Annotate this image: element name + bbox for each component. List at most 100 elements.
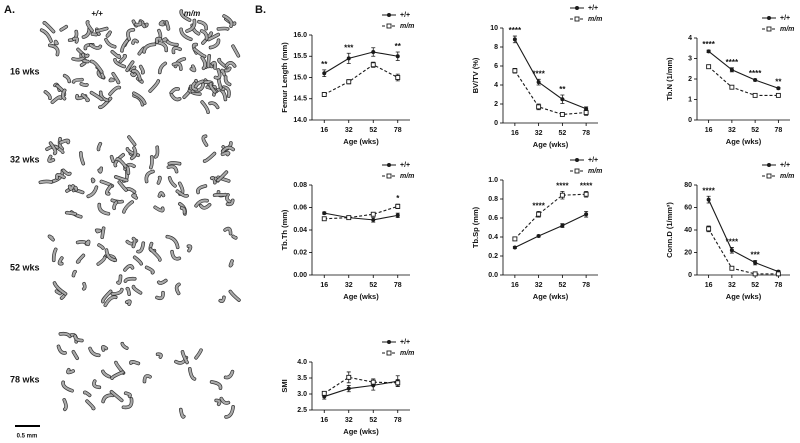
trabecula [59,139,70,144]
x-tick-label: 32 [728,282,736,289]
trabecula [104,38,116,48]
significance: **** [726,238,739,247]
x-axis-label: Age (wks) [343,137,379,146]
x-tick-label: 16 [320,417,328,424]
legend-marker [767,16,771,20]
y-tick-label: 8 [494,44,498,51]
data-point [395,203,401,209]
trabecula [99,91,109,102]
x-tick-label: 78 [582,130,590,137]
trabecula [122,200,134,213]
trabecula [88,347,100,357]
data-point [512,236,518,242]
trabecula [116,275,122,285]
trabecula [219,296,226,303]
series-line [324,380,398,398]
trabecula [201,56,207,70]
trabecula [68,184,75,191]
trabecula [179,408,185,418]
significance: **** [702,186,715,195]
trabecula [48,44,59,56]
trabecula [215,399,221,406]
trabecula [114,175,128,182]
data-point [775,92,781,98]
x-tick-label: 52 [369,417,377,424]
trabecula [136,242,145,253]
y-tick-label: 60 [684,204,692,211]
trabecula [132,92,146,105]
data-point [583,110,589,116]
legend-label: m/m [780,26,794,33]
trabecula [79,151,85,165]
trabecula [104,296,117,307]
panel-label: B. [255,4,266,16]
legend-label: +/+ [588,157,598,164]
significance: **** [509,26,522,35]
trabecula [126,28,135,41]
trabecula [149,79,160,93]
trabecula [109,78,115,82]
y-tick-label: 3.0 [297,391,307,398]
x-tick-label: 16 [705,127,713,134]
trabecula [63,398,68,411]
trabecula [82,282,86,290]
trabecula [89,43,102,50]
trabecula [47,155,55,163]
trabecula [61,89,66,100]
trabecula [80,82,88,87]
trabecula [229,290,241,302]
y-tick-label: 2.5 [297,407,307,414]
y-tick-label: 14.0 [293,117,307,124]
trabecula [166,235,179,249]
trabecula [85,240,90,246]
trabecula [175,283,181,295]
trabecula [220,397,230,405]
trabecula [49,142,57,155]
x-tick-label: 16 [511,130,519,137]
trabecula [112,72,120,84]
y-tick-label: 0.0 [488,272,498,279]
trabecula [126,287,131,296]
trabecula [60,294,65,300]
trabecula [59,332,72,338]
legend-marker [766,26,772,32]
trabecula [157,29,162,39]
data-point [321,92,327,97]
trabecula [196,184,207,194]
x-axis-label: Age (wks) [343,427,379,436]
trabecula [125,300,132,306]
y-tick-label: 4.0 [297,359,307,366]
data-point [559,192,565,198]
trabecula [207,33,220,41]
legend-label: +/+ [780,162,790,169]
trabecula [170,250,181,260]
trabecula [114,153,125,167]
trabecula [110,155,115,163]
x-tick-label: 52 [369,282,377,289]
significance: * [396,194,400,203]
trabecula [132,285,142,294]
trabecula [201,100,210,114]
data-point [370,211,376,217]
trabecula [113,58,126,68]
trabecula [155,291,165,300]
trabecula [51,95,62,104]
data-point [706,49,711,54]
data-point [536,211,542,217]
trabecula [149,248,162,262]
series-line [514,39,587,110]
x-tick-label: 78 [394,127,402,134]
data-point [536,104,542,110]
trabecula [131,39,139,45]
y-tick-label: 0 [688,117,692,124]
trabecula [179,28,192,41]
trabecula [91,178,95,183]
trabecula [116,157,127,168]
trabecula [187,245,192,252]
trabecula [110,371,124,380]
trabecula [74,334,84,342]
significance: **** [532,201,545,210]
y-tick-label: 0 [494,120,498,127]
trabecula [121,342,128,350]
y-tick-label: 3.5 [297,375,307,382]
